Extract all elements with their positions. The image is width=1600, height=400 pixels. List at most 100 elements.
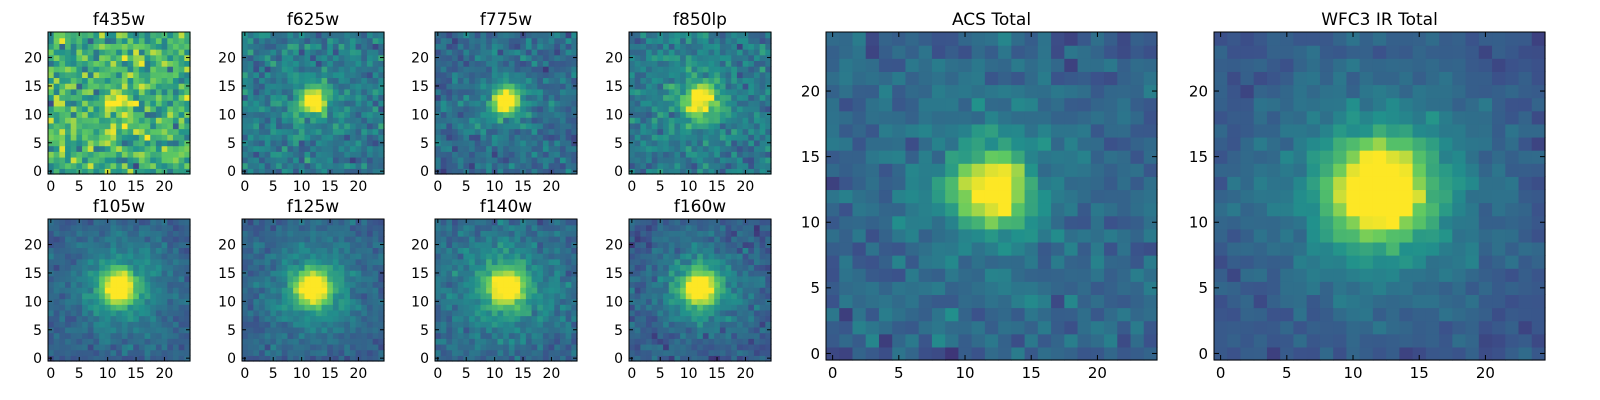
heatmap-cell [537,111,544,118]
heatmap-cell [457,43,464,50]
heatmap-cell [287,122,294,130]
heatmap-cell [332,71,340,79]
heatmap-cell [270,224,277,231]
heatmap-cell [474,168,482,175]
heatmap-cell [480,88,487,96]
x-tick-label: 10 [486,366,504,382]
heatmap-cell [571,304,578,311]
heatmap-cell [435,287,442,294]
heatmap-cell [548,270,555,277]
heatmap-cell [446,241,453,248]
heatmap-cell [172,298,180,305]
heatmap-cell [640,145,647,152]
heatmap-cell [640,122,647,130]
heatmap-cell [634,304,641,311]
heatmap-cell [332,270,340,277]
heatmap-cell [315,66,323,73]
heatmap-cell [452,134,459,141]
heatmap-cell [480,309,487,317]
heatmap-cell [184,66,191,73]
heatmap-cell [503,298,510,305]
heatmap-cell [138,162,146,169]
heatmap-cell [680,54,687,61]
heatmap-cell [298,66,306,73]
heatmap-cell [82,304,89,311]
heatmap-cell [742,275,749,283]
heatmap-cell [674,32,681,39]
heatmap-cell [559,139,567,147]
heatmap-cell [525,224,533,231]
heatmap-cell [725,287,732,294]
heatmap-cell [298,94,306,101]
heatmap-cell [554,60,561,67]
heatmap-cell [121,151,129,158]
heatmap-cell [161,134,168,141]
heatmap-cell [127,304,134,311]
heatmap-cell [697,66,704,73]
heatmap-cell [559,128,567,135]
heatmap-cell [554,122,561,130]
heatmap-cell [287,264,294,271]
heatmap-cell [144,224,151,231]
heatmap-cell [554,32,561,39]
heatmap-cell [104,156,112,164]
heatmap-cell [110,32,117,39]
heatmap-cell [259,304,266,311]
heatmap-cell [270,145,277,152]
heatmap-cell [310,338,317,345]
heatmap-cell [276,71,283,79]
heatmap-cell [259,100,266,107]
heatmap-cell [651,315,658,322]
heatmap-cell [127,236,134,243]
heatmap-cell [155,241,163,248]
heatmap-cell [172,60,180,67]
heatmap-cell [742,71,749,79]
heatmap-cell [332,60,340,67]
heatmap-cell [287,128,294,135]
heatmap-cell [276,321,283,328]
heatmap-cell [731,134,738,141]
heatmap-cell [548,128,555,135]
heatmap-cell [253,236,260,243]
heatmap-cell [366,111,374,118]
heatmap-cell [184,156,191,164]
heatmap-cell [59,88,66,96]
heatmap-cell [480,355,487,362]
heatmap-cell [559,49,567,56]
heatmap-cell [702,168,710,175]
heatmap-cell [355,139,362,147]
heatmap-cell [344,253,351,260]
heatmap-cell [167,49,174,56]
heatmap-cell [366,224,374,231]
heatmap-cell [349,37,357,44]
heatmap-cell [491,71,499,79]
heatmap-cell [646,134,653,141]
heatmap-cell [508,298,516,305]
heatmap-cell [731,355,738,362]
heatmap-cell [486,88,493,96]
heatmap-cell [554,241,561,248]
heatmap-cell [59,128,66,135]
heatmap-cell [327,309,334,317]
heatmap-cell [82,270,89,277]
heatmap-cell [646,292,653,300]
heatmap-cell [150,54,157,61]
heatmap-cell [144,139,151,147]
heatmap-cell [144,349,151,356]
heatmap-cell [651,66,658,73]
heatmap-cell [321,230,328,237]
x-tick-label: 5 [269,179,278,195]
heatmap-cell [548,236,555,243]
heatmap-cell [259,332,266,339]
heatmap-cell [725,332,732,339]
heatmap-cell [48,145,55,152]
heatmap-cell [242,105,249,113]
heatmap-cell [144,292,151,300]
heatmap-cell [736,111,744,118]
heatmap-cell [48,105,55,113]
heatmap-cell [59,151,66,158]
heatmap-cell [651,270,658,277]
heatmap-cell [640,88,647,96]
heatmap-cell [651,151,658,158]
heatmap-cell [708,71,715,79]
